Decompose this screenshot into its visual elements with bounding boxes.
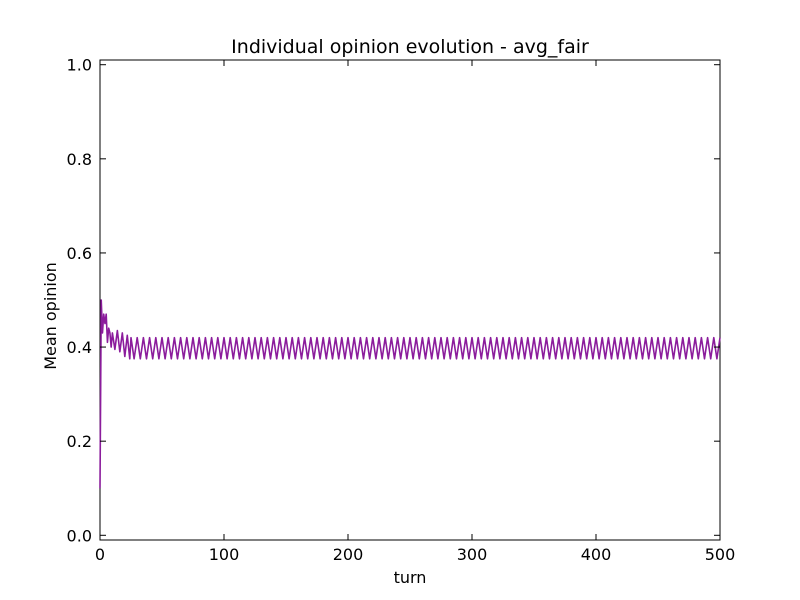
x-axis-label: turn bbox=[394, 568, 427, 587]
y-tick-label: 0.4 bbox=[67, 338, 92, 357]
x-tick-label: 400 bbox=[581, 545, 612, 564]
x-tick-label: 0 bbox=[95, 545, 105, 564]
y-axis-label: Mean opinion bbox=[41, 262, 60, 370]
ticks-layer: 0 100 200 300 400 500 0.0 0.2 0.4 0.6 0.8 1.0 bbox=[67, 56, 736, 564]
y-tick-label: 1.0 bbox=[67, 56, 92, 75]
chart-title: Individual opinion evolution - avg_fair bbox=[231, 36, 589, 58]
y-tick-label: 0.8 bbox=[67, 150, 92, 169]
x-tick-label: 500 bbox=[705, 545, 736, 564]
y-tick-label: 0.6 bbox=[67, 244, 92, 263]
series-layer bbox=[99, 299, 721, 489]
plot-frame bbox=[99, 59, 721, 541]
x-tick-label: 100 bbox=[209, 545, 240, 564]
y-tick-label: 0.2 bbox=[67, 432, 92, 451]
x-tick-label: 200 bbox=[333, 545, 364, 564]
series-line-0 bbox=[99, 299, 721, 489]
x-tick-label: 300 bbox=[457, 545, 488, 564]
y-tick-label: 0.0 bbox=[67, 526, 92, 545]
